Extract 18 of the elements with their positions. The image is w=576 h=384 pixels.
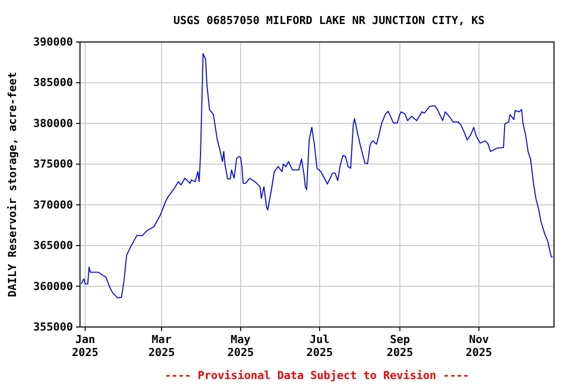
x-tick-label: Jan 2025	[72, 333, 98, 359]
x-tick-label: May 2025	[227, 333, 254, 359]
y-tick-label: 370000	[33, 198, 73, 212]
y-tick-label: 365000	[33, 239, 73, 252]
y-tick-label: 375000	[33, 158, 73, 171]
chart-title: USGS 06857050 MILFORD LAKE NR JUNCTION CITY, KS	[173, 14, 485, 27]
y-tick-label: 380000	[33, 116, 73, 130]
text: ---- Provisional Data Subject to Revision ----	[164, 369, 470, 382]
line-series	[80, 53, 554, 298]
y-tick-label: 390000	[33, 36, 73, 49]
y-axis-title: DAILY Reservoir storage, acre-feet	[6, 72, 19, 298]
x-tick-label: Nov 2025	[466, 333, 492, 359]
y-tick-label: 385000	[33, 76, 73, 90]
y-tick-label: 355000	[33, 320, 73, 334]
x-tick-label: Jul 2025	[306, 333, 333, 359]
x-tick-label: Sep 2025	[386, 333, 414, 359]
x-tick-label: Mar 2025	[148, 333, 175, 359]
y-tick-label: 360000	[33, 280, 73, 293]
